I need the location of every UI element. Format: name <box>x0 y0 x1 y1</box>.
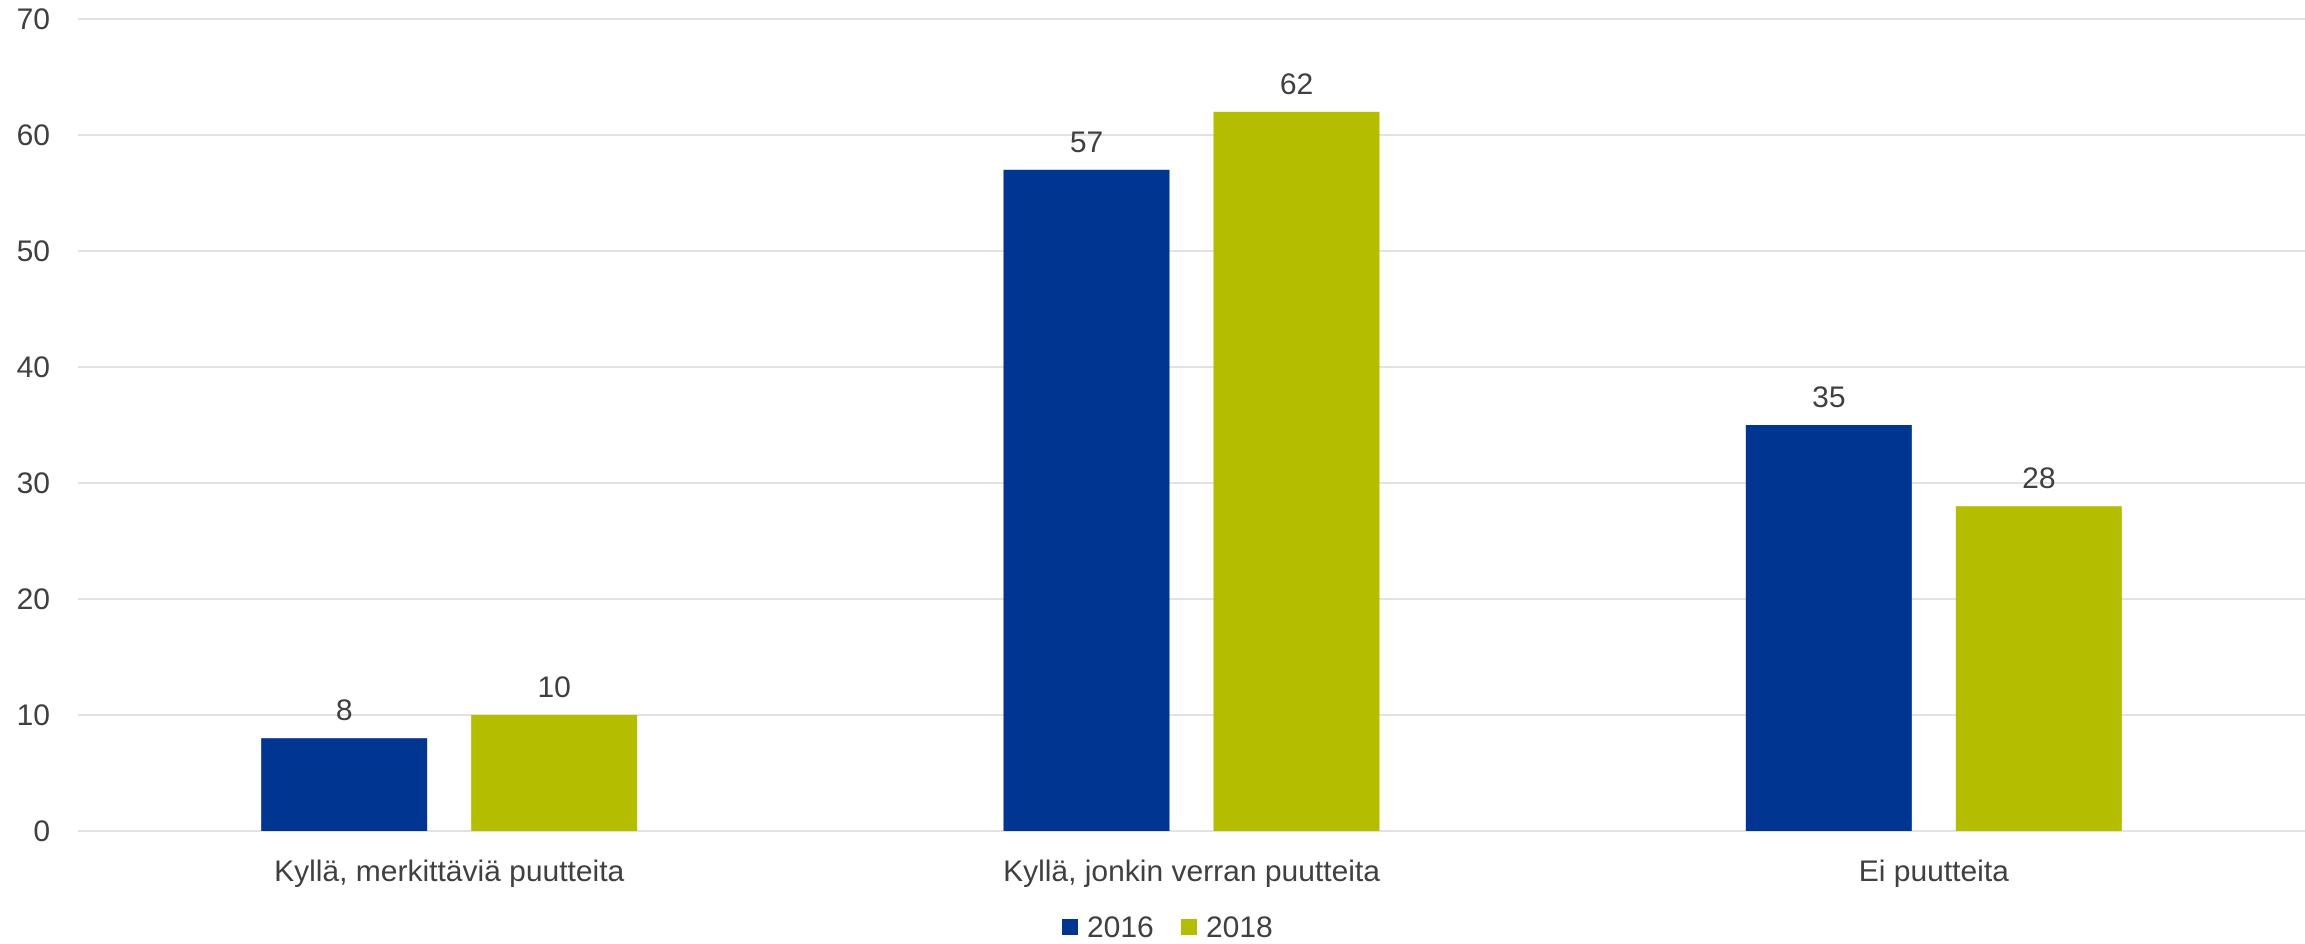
legend-label: 2016 <box>1087 911 1154 944</box>
legend-label: 2018 <box>1206 911 1273 944</box>
legend-item-2016: 2016 <box>1062 911 1154 944</box>
y-tick-label: 40 <box>17 351 50 384</box>
bar-2018-2 <box>1955 506 2122 831</box>
bars <box>261 111 2122 832</box>
data-label: 57 <box>1070 126 1103 159</box>
legend-swatch <box>1062 919 1078 935</box>
category-label: Ei puutteita <box>1859 855 2009 888</box>
legend-swatch <box>1181 919 1197 935</box>
bar-2016-2 <box>1745 425 1912 831</box>
y-tick-label: 30 <box>17 467 50 500</box>
bar-2018-0 <box>471 715 638 831</box>
y-tick-label: 0 <box>33 815 50 848</box>
legend-item-2018: 2018 <box>1181 911 1273 944</box>
data-labels: 8 10 57 62 35 28 <box>336 68 2056 727</box>
category-labels: Kyllä, merkittäviä puutteita Kyllä, jonki… <box>274 855 2009 888</box>
data-label: 28 <box>2022 462 2055 495</box>
category-label: Kyllä, merkittäviä puutteita <box>274 855 624 888</box>
category-label: Kyllä, jonkin verran puutteita <box>1003 855 1380 888</box>
legend: 2016 2018 <box>1062 911 1273 944</box>
y-tick-label: 60 <box>17 119 50 152</box>
bar-2018-1 <box>1213 111 1380 832</box>
data-label: 62 <box>1280 68 1313 101</box>
data-label: 35 <box>1812 381 1845 414</box>
data-label: 8 <box>336 694 353 727</box>
y-tick-label: 70 <box>17 3 50 36</box>
gridlines <box>78 18 2305 832</box>
y-tick-label: 50 <box>17 235 50 268</box>
bar-2016-0 <box>261 738 428 831</box>
y-axis-ticks: 0 10 20 30 40 50 60 70 <box>17 3 50 848</box>
y-tick-label: 10 <box>17 699 50 732</box>
bar-2016-1 <box>1003 169 1170 832</box>
data-label: 10 <box>537 671 570 704</box>
y-tick-label: 20 <box>17 583 50 616</box>
